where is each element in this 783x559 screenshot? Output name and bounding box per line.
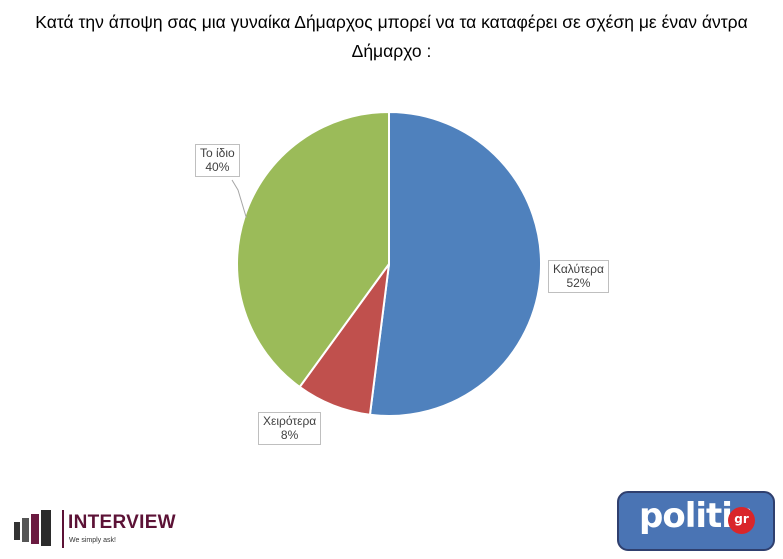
pie-slice-to-idio	[236, 110, 390, 389]
data-label-to-idio: Το ίδιο 40%	[195, 144, 240, 177]
politic-gr-badge: gr	[728, 507, 755, 534]
data-label-kalytera: Καλύτερα 52%	[548, 260, 609, 293]
data-label-value: 8%	[280, 428, 299, 442]
chart-title: Κατά την άποψη σας μια γυναίκα Δήμαρχος …	[35, 12, 748, 61]
data-label-xeirotera: Χειρότερα 8%	[258, 412, 322, 445]
data-label-category: Το ίδιο	[200, 146, 235, 160]
politic-logo: politic gr	[617, 491, 775, 551]
data-label-value: 40%	[205, 160, 230, 174]
pie-slice-kalytera	[368, 110, 542, 417]
leader-line	[231, 179, 247, 218]
interview-slogan: We simply ask!	[69, 537, 116, 544]
bars-logo-icon	[14, 510, 51, 546]
interview-logo: INTERVIEW We simply ask!	[12, 508, 192, 552]
data-label-value: 52%	[566, 276, 591, 290]
interview-name: INTERVIEW	[68, 512, 176, 533]
data-label-category: Χειρότερα	[263, 414, 317, 428]
data-label-category: Καλύτερα	[553, 262, 604, 276]
logo-divider	[62, 510, 64, 548]
